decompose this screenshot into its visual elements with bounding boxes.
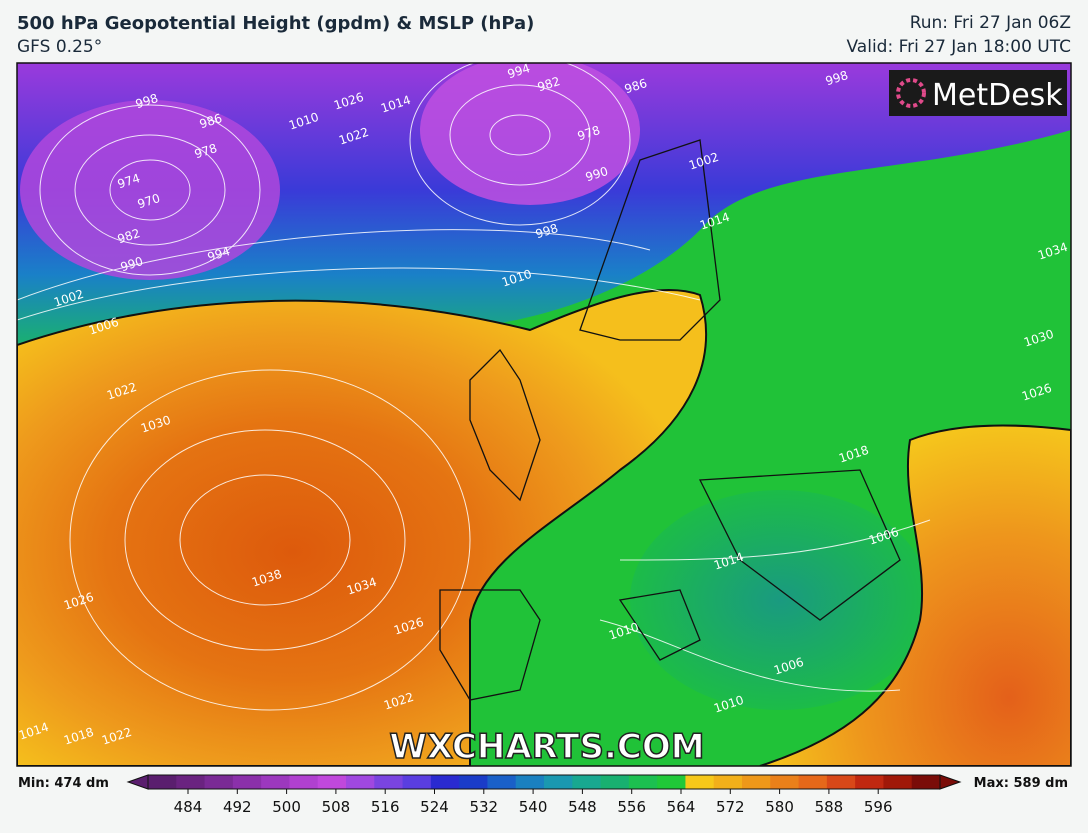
isobar-label: 990: [584, 164, 610, 184]
logo: MetDesk: [932, 78, 1063, 113]
isobar-label: 990: [119, 254, 145, 274]
colorbar-frame: [147, 774, 941, 790]
colorbar-swatch: [204, 775, 234, 789]
isobar-label: 974: [116, 171, 142, 191]
isobar-label: 978: [193, 141, 219, 161]
colorbar-swatch: [148, 775, 177, 789]
isobar-label: 994: [206, 244, 232, 264]
colorbar-swatch: [544, 775, 573, 789]
watermark: WXCHARTS.COM: [389, 727, 704, 767]
colorbar-swatch: [826, 775, 856, 789]
colorbar-swatch: [911, 775, 941, 789]
map-fields: [17, 63, 1071, 766]
colorbar-swatch: [402, 775, 432, 789]
colorbar-arrow-right: [939, 774, 962, 790]
colorbar-swatch: [261, 775, 290, 789]
isobar-label: 998: [134, 91, 160, 111]
colorbar-swatch: [883, 775, 913, 789]
colorbar-arrow-left: [126, 774, 149, 790]
colorbar-swatch: [855, 775, 884, 789]
isobar-label: 994: [506, 61, 532, 81]
colorbar-swatch: [628, 775, 658, 789]
colorbar-swatch: [176, 775, 206, 789]
colorbar-swatch: [770, 775, 800, 789]
colorbar-swatch: [232, 775, 262, 789]
colorbar-swatch: [430, 775, 460, 789]
subtitle: GFS 0.25°: [17, 37, 103, 57]
colorbar-tick-label: 556: [617, 798, 646, 816]
colorbar-tick-label: 508: [322, 798, 351, 816]
colorbar-swatch: [713, 775, 743, 789]
colorbar-swatch: [742, 775, 771, 789]
colorbar-tick-label: 580: [765, 798, 794, 816]
isobar-label: 986: [623, 76, 649, 96]
colorbar-swatch: [487, 775, 517, 789]
isobar-label: 982: [536, 74, 562, 94]
isobar-label: 998: [534, 221, 560, 241]
colorbar-swatch: [572, 775, 602, 789]
isobar-label: 978: [576, 123, 602, 143]
colorbar-tick-label: 564: [667, 798, 696, 816]
colorbar-swatch: [374, 775, 404, 789]
colorbar-swatch: [515, 775, 545, 789]
colorbar-tick-label: 524: [420, 798, 449, 816]
title: 500 hPa Geopotential Height (gpdm) & MSL…: [17, 13, 535, 34]
valid-time: Valid: Fri 27 Jan 18:00 UTC: [846, 37, 1072, 57]
colorbar-tick-label: 500: [272, 798, 301, 816]
colorbar-tick-label: 588: [815, 798, 844, 816]
isobar-label: 986: [198, 111, 224, 131]
colorbar-swatch: [459, 775, 488, 789]
colorbar-tick-label: 516: [371, 798, 400, 816]
colorbar-swatch: [600, 775, 630, 789]
colorbar-min: Min: 474 dm: [18, 776, 109, 791]
colorbar-tick-label: 596: [864, 798, 893, 816]
run-time: Run: Fri 27 Jan 06Z: [909, 13, 1071, 33]
isobar-label: 998: [824, 68, 850, 88]
isobar-label: 982: [116, 226, 142, 246]
colorbar-tick-label: 540: [519, 798, 548, 816]
colorbar-swatch: [657, 775, 686, 789]
colorbar-tick-label: 572: [716, 798, 745, 816]
colorbar-tick-label: 492: [223, 798, 252, 816]
colorbar-swatch: [289, 775, 319, 789]
colorbar-swatch: [346, 775, 375, 789]
isobar-label: 970: [136, 191, 162, 211]
colorbar-swatch: [685, 775, 715, 789]
colorbar-max: Max: 589 dm: [974, 776, 1068, 791]
colorbar-swatch: [317, 775, 347, 789]
colorbar-tick-label: 532: [469, 798, 498, 816]
colorbar-tick-label: 548: [568, 798, 597, 816]
colorbar-swatch: [798, 775, 828, 789]
colorbar-tick-label: 484: [174, 798, 203, 816]
